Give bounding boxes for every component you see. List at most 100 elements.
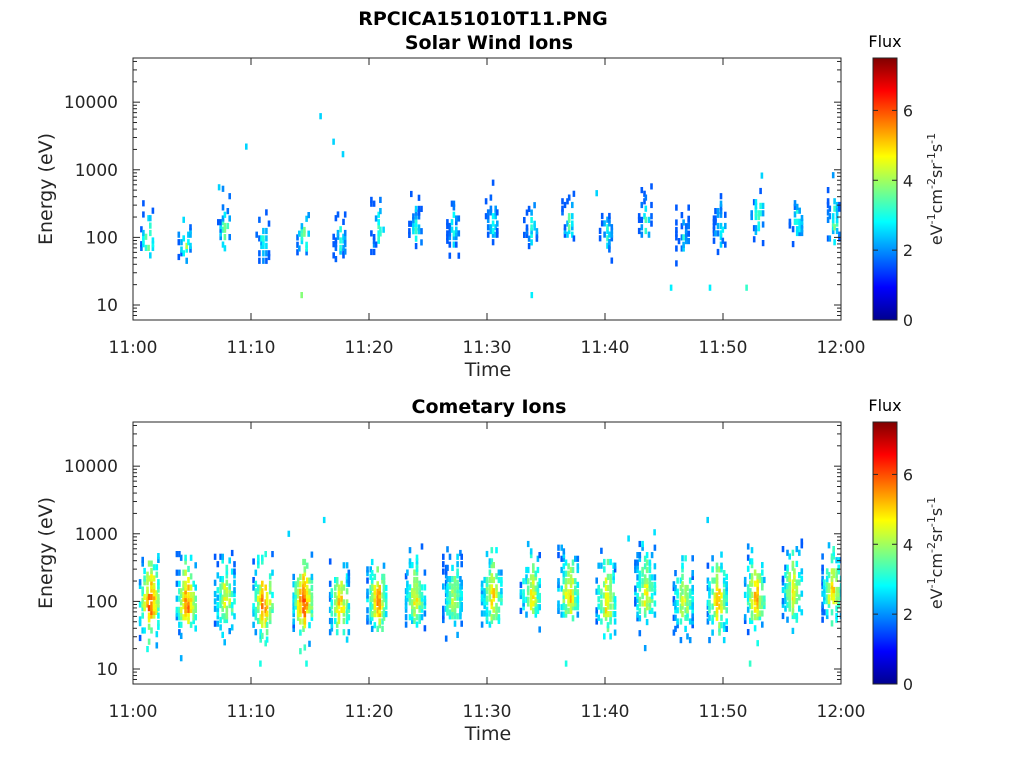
heatmap-cell <box>561 209 564 216</box>
heatmap-cell <box>756 606 759 613</box>
heatmap-cell <box>669 284 673 291</box>
heatmap-cell <box>679 596 683 603</box>
heatmap-cell <box>146 575 149 582</box>
heatmap-cell <box>754 206 758 213</box>
heatmap-cell <box>823 598 826 605</box>
heatmap-cell <box>382 581 386 588</box>
heatmap-cell <box>335 577 339 584</box>
heatmap-cell <box>610 224 614 231</box>
heatmap-cell <box>636 604 639 611</box>
heatmap-cell <box>254 569 258 576</box>
heatmap-cell <box>571 578 575 585</box>
heatmap-cell <box>638 540 642 548</box>
heatmap-cell <box>233 598 236 605</box>
heatmap-cell <box>296 614 300 621</box>
heatmap-cell <box>446 609 449 616</box>
heatmap-cell <box>688 618 692 625</box>
heatmap-cell <box>150 579 153 586</box>
y-axis-label: Energy (eV) <box>35 133 57 245</box>
heatmap-cell <box>345 610 349 617</box>
colorbar <box>872 421 898 685</box>
heatmap-cell <box>562 596 566 603</box>
heatmap-cell <box>456 583 459 590</box>
heatmap-cell <box>562 611 566 618</box>
heatmap-cell <box>684 230 688 237</box>
heatmap-cell <box>448 598 452 605</box>
heatmap-cell <box>414 209 418 216</box>
heatmap-cell <box>791 590 795 597</box>
heatmap-cell <box>681 562 684 569</box>
heatmap-cell <box>781 586 785 594</box>
heatmap-cell <box>308 607 311 614</box>
heatmap-cell <box>192 606 195 613</box>
heatmap-cell <box>679 637 683 644</box>
heatmap-cell <box>795 586 799 594</box>
heatmap-cell <box>259 632 262 639</box>
heatmap-cell <box>141 560 144 567</box>
heatmap-cell <box>147 605 151 612</box>
heatmap-cell <box>448 583 452 590</box>
heatmap-cell <box>484 213 488 220</box>
heatmap-cell <box>722 599 726 606</box>
heatmap-cell <box>489 209 493 216</box>
heatmap-cell <box>791 241 795 248</box>
heatmap-cell <box>786 590 789 597</box>
heatmap-cell <box>756 584 759 591</box>
heatmap-cell <box>606 611 610 618</box>
heatmap-cell <box>330 588 334 595</box>
heatmap-cell <box>684 555 687 562</box>
heatmap-cell <box>334 215 338 222</box>
heatmap-cell <box>334 617 337 625</box>
heatmap-cell <box>453 579 457 586</box>
heatmap-cell <box>752 236 756 243</box>
heatmap-cell <box>370 200 373 207</box>
heatmap-cell <box>345 588 349 595</box>
heatmap-cell <box>496 220 499 227</box>
heatmap-cell <box>569 604 573 611</box>
heatmap-cell <box>637 213 641 220</box>
heatmap-cell <box>381 577 384 584</box>
heatmap-cell <box>334 584 337 591</box>
heatmap-cell <box>634 585 637 592</box>
heatmap-cell <box>252 621 255 628</box>
heatmap-cell <box>686 599 689 606</box>
heatmap-cell <box>604 611 608 618</box>
heatmap-cell <box>303 588 307 595</box>
heatmap-cell <box>832 586 835 594</box>
heatmap-cell <box>446 594 449 601</box>
heatmap-cell <box>456 587 459 594</box>
heatmap-cell <box>564 604 568 611</box>
heatmap-cell <box>381 592 384 599</box>
heatmap-cell <box>530 217 533 224</box>
heatmap-cell <box>682 234 685 241</box>
heatmap-cell <box>534 570 538 577</box>
heatmap-cell <box>532 607 535 614</box>
heatmap-cell <box>194 595 197 602</box>
heatmap-cell <box>795 616 799 623</box>
heatmap-cell <box>606 558 610 566</box>
heatmap-cell <box>216 572 220 579</box>
heatmap-cell <box>330 621 334 628</box>
heatmap-cell <box>189 584 193 591</box>
heatmap-cell <box>147 244 150 251</box>
heatmap-cell <box>455 234 458 241</box>
heatmap-cell <box>138 620 142 627</box>
heatmap-cell <box>786 549 789 556</box>
heatmap-cell <box>562 563 566 570</box>
heatmap-cell <box>415 614 419 621</box>
heatmap-cell <box>347 629 351 636</box>
heatmap-cell <box>376 607 379 614</box>
heatmap-cell <box>564 592 568 600</box>
heatmap-cell <box>793 568 796 575</box>
heatmap-cell <box>788 598 791 605</box>
heatmap-cell <box>155 605 159 612</box>
heatmap-cell <box>763 595 766 602</box>
heatmap-cell <box>187 599 190 606</box>
heatmap-cell <box>373 588 377 595</box>
heatmap-cell <box>725 596 728 603</box>
heatmap-cell <box>488 562 492 569</box>
heatmap-cell <box>636 559 639 566</box>
heatmap-cell <box>146 597 149 604</box>
heatmap-cell <box>337 584 341 591</box>
heatmap-cell <box>382 592 386 599</box>
